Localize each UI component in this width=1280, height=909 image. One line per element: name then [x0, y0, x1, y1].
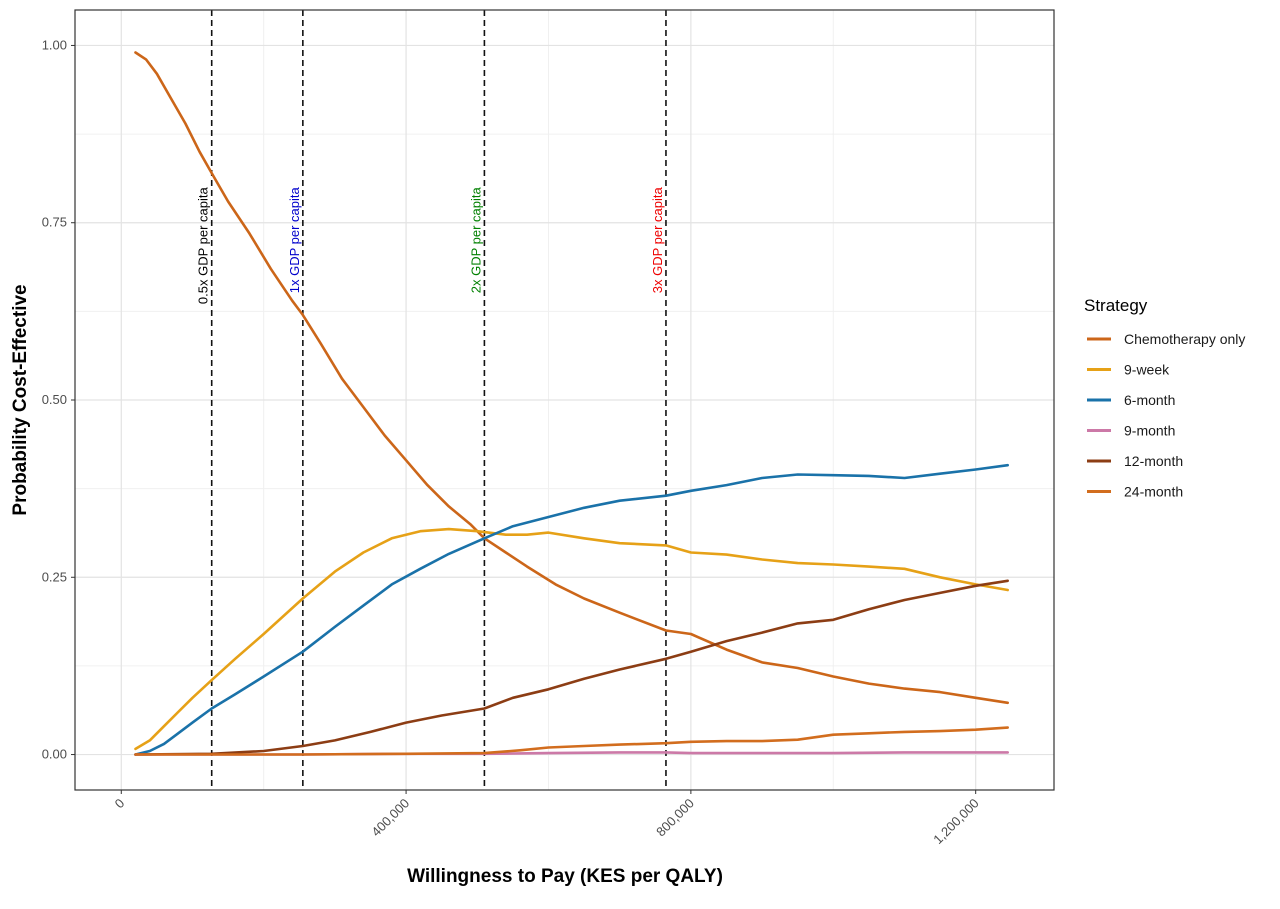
series-line-5: [134, 579, 1010, 756]
y-tick-label: 0.75: [42, 215, 67, 230]
series-lines: [134, 51, 1010, 756]
y-axis-title: Probability Cost-Effective: [10, 284, 31, 515]
reference-lines: 0.5x GDP per capita 1x GDP per capita 2x G…: [196, 10, 667, 790]
x-tick-label: 0: [112, 796, 128, 812]
legend-label: 9-week: [1124, 362, 1170, 378]
y-tick-label: 0.25: [42, 569, 67, 584]
x-tick-label: 1,200,000: [930, 796, 982, 848]
series-line-1: [134, 51, 1010, 705]
x-tick-label: 400,000: [368, 796, 412, 840]
legend: Strategy Chemotherapy only 9-week 6-month 9…: [1084, 296, 1245, 500]
series-line-3: [134, 463, 1010, 756]
legend-label: 24-month: [1124, 484, 1183, 500]
reference-line-label: 3x GDP per capita: [650, 187, 665, 294]
y-tick-label: 0.50: [42, 392, 67, 407]
legend-items: Chemotherapy only 9-week 6-month 9-month 12-…: [1087, 331, 1245, 500]
y-tick-label: 1.00: [42, 37, 67, 52]
legend-label: Chemotherapy only: [1124, 331, 1245, 347]
series-line-2: [134, 527, 1010, 751]
legend-title: Strategy: [1084, 296, 1148, 315]
series-line-6: [134, 726, 1010, 756]
reference-line-label: 2x GDP per capita: [468, 187, 483, 294]
reference-line-label: 0.5x GDP per capita: [196, 187, 211, 305]
legend-label: 6-month: [1124, 392, 1175, 408]
grid-lines: [75, 10, 1054, 790]
y-tick-label: 0.00: [42, 747, 67, 762]
reference-line-label: 1x GDP per capita: [287, 187, 302, 294]
x-tick-label: 800,000: [653, 796, 697, 840]
x-axis-title: Willingness to Pay (KES per QALY): [407, 866, 723, 887]
legend-label: 9-month: [1124, 423, 1175, 439]
legend-label: 12-month: [1124, 453, 1183, 469]
